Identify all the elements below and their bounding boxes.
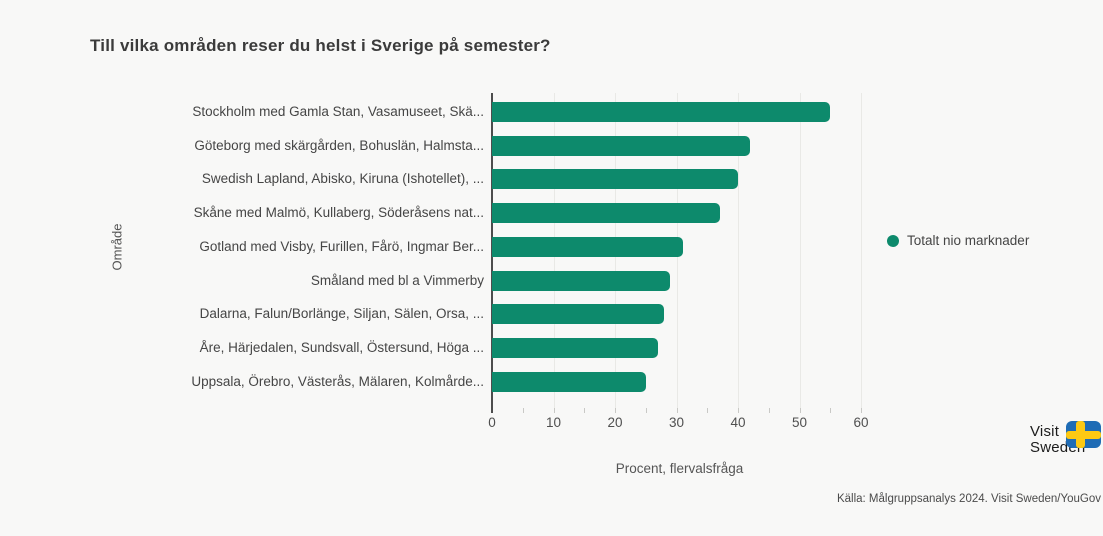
x-tick-label: 0 [488, 415, 496, 430]
axis-minor-tick [738, 408, 739, 413]
axis-minor-tick [768, 408, 770, 413]
plot-area: 0 10 20 30 40 50 60 [488, 93, 870, 430]
axis-minor-tick [645, 408, 647, 413]
bar [492, 135, 751, 156]
category-label: Swedish Lapland, Abisko, Kiruna (Ishotel… [201, 171, 484, 187]
gridline [738, 93, 739, 408]
bar [492, 169, 738, 190]
legend: Totalt nio marknader [887, 233, 1029, 248]
category-label: Småland med bl a Vimmerby [310, 272, 484, 288]
axis-minor-tick [615, 408, 616, 413]
x-tick-label: 60 [853, 415, 869, 430]
axis-minor-tick [584, 408, 586, 413]
axis-minor-tick [522, 408, 524, 413]
x-tick-label: 40 [730, 415, 746, 430]
x-axis-title: Procent, flervalsfråga [615, 461, 744, 476]
bar [492, 236, 683, 257]
swedish-flag-icon [1066, 421, 1101, 448]
axis-minor-tick [707, 408, 709, 413]
bar [492, 102, 831, 122]
category-label: Dalarna, Falun/Borlänge, Siljan, Sälen, … [199, 306, 484, 322]
category-label: Göteborg med skärgården, Bohuslän, Halms… [194, 137, 484, 153]
category-label: Gotland med Visby, Furillen, Fårö, Ingma… [199, 238, 484, 254]
x-tick-label: 20 [607, 415, 623, 430]
legend-marker-icon [887, 234, 899, 247]
bar [492, 371, 646, 392]
axis-minor-tick [861, 408, 862, 413]
axis-minor-tick [676, 408, 678, 413]
axis-minor-tick [830, 408, 832, 413]
visit-sweden-logo: Visit Sweden [1030, 421, 1102, 460]
gridline [861, 93, 862, 408]
legend-label: Totalt nio marknader [907, 233, 1030, 248]
category-label: Åre, Härjedalen, Sundsvall, Östersund, H… [199, 339, 484, 355]
bar [492, 304, 665, 325]
category-label: Skåne med Malmö, Kullaberg, Söderåsens n… [193, 205, 484, 221]
y-axis-title: Område [109, 223, 125, 271]
category-axis-labels: Stockholm med Gamla Stan, Vasamuseet, Sk… [130, 0, 484, 420]
x-tick-label: 50 [791, 415, 808, 430]
source-note: Källa: Målgruppsanalys 2024. Visit Swede… [836, 493, 1101, 505]
x-tick-label: 10 [545, 415, 562, 430]
chart-title: Till vilka områden reser du helst i Sver… [90, 36, 551, 55]
category-label: Uppsala, Örebro, Västerås, Mälaren, Kolm… [191, 373, 484, 389]
axis-minor-tick [799, 408, 801, 413]
logo-text-line1: Visit [1030, 423, 1060, 440]
x-tick-label: 30 [668, 415, 685, 430]
category-label: Stockholm med Gamla Stan, Vasamuseet, Sk… [192, 104, 484, 119]
flag-cross-vertical [1076, 421, 1085, 448]
gridline [799, 93, 801, 408]
axis-minor-tick [553, 408, 555, 413]
bar [492, 337, 659, 358]
bar [492, 203, 720, 224]
bar [492, 270, 671, 291]
